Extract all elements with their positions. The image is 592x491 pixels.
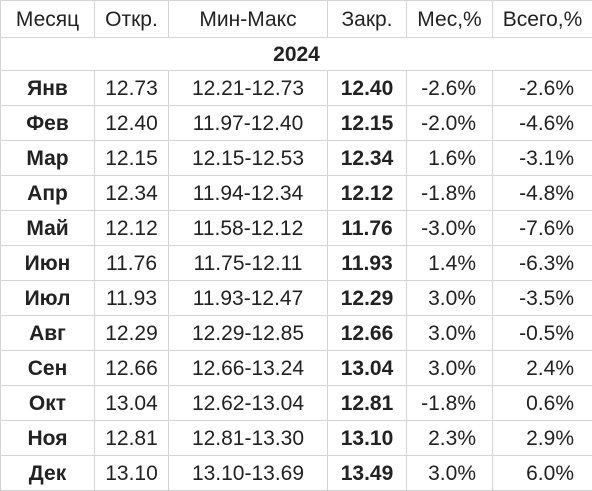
range-cell: 12.81-13.30 [169,421,328,456]
open-cell: 12.29 [95,316,169,351]
month-pct-cell: -1.8% [407,176,493,211]
total-pct-cell: 0.6% [493,386,592,421]
month-cell: Ноя [1,421,95,456]
month-cell: Сен [1,351,95,386]
month-cell: Мар [1,141,95,176]
month-cell: Фев [1,106,95,141]
range-cell: 11.94-12.34 [169,176,328,211]
month-cell: Июн [1,246,95,281]
total-pct-cell: 2.9% [493,421,592,456]
open-cell: 12.73 [95,71,169,106]
close-cell: 12.29 [328,281,407,316]
total-pct-cell: -2.6% [493,71,592,106]
month-cell: Дек [1,456,95,491]
month-pct-cell: 3.0% [407,281,493,316]
total-pct-cell: -6.3% [493,246,592,281]
close-cell: 11.76 [328,211,407,246]
month-pct-cell: -3.0% [407,211,493,246]
month-pct-cell: 2.3% [407,421,493,456]
open-cell: 13.10 [95,456,169,491]
open-cell: 12.40 [95,106,169,141]
range-cell: 11.93-12.47 [169,281,328,316]
close-cell: 12.12 [328,176,407,211]
month-cell: Май [1,211,95,246]
open-cell: 12.15 [95,141,169,176]
open-cell: 13.04 [95,386,169,421]
open-cell: 12.66 [95,351,169,386]
total-pct-cell: -4.6% [493,106,592,141]
table-header: Месяц Откр. Мин-Макс Закр. Мес,% Всего,% [1,1,592,38]
total-pct-cell: -3.1% [493,141,592,176]
range-cell: 13.10-13.69 [169,456,328,491]
month-cell: Июл [1,281,95,316]
range-cell: 11.97-12.40 [169,106,328,141]
month-pct-cell: -2.0% [407,106,493,141]
close-cell: 13.10 [328,421,407,456]
close-cell: 12.66 [328,316,407,351]
close-cell: 11.93 [328,246,407,281]
month-pct-cell: 1.4% [407,246,493,281]
header-month: Месяц [1,1,95,38]
close-cell: 12.81 [328,386,407,421]
month-pct-cell: 3.0% [407,456,493,491]
header-total-pct: Всего,% [493,1,592,38]
range-cell: 11.58-12.12 [169,211,328,246]
open-cell: 11.93 [95,281,169,316]
range-cell: 12.66-13.24 [169,351,328,386]
total-pct-cell: -7.6% [493,211,592,246]
open-cell: 12.12 [95,211,169,246]
year-label: 2024 [1,38,592,71]
month-cell: Окт [1,386,95,421]
close-cell: 13.49 [328,456,407,491]
header-row: Месяц Откр. Мин-Макс Закр. Мес,% Всего,% [1,1,592,38]
month-cell: Авг [1,316,95,351]
total-pct-cell: -0.5% [493,316,592,351]
total-pct-cell: -3.5% [493,281,592,316]
month-pct-cell: 3.0% [407,316,493,351]
range-cell: 12.62-13.04 [169,386,328,421]
close-cell: 13.04 [328,351,407,386]
header-open: Откр. [95,1,169,38]
header-month-pct: Мес,% [407,1,493,38]
year-row: 2024 [1,38,592,71]
open-cell: 12.81 [95,421,169,456]
close-cell: 12.40 [328,71,407,106]
open-cell: 12.34 [95,176,169,211]
range-cell: 11.75-12.11 [169,246,328,281]
close-cell: 12.34 [328,141,407,176]
open-cell: 11.76 [95,246,169,281]
month-pct-cell: -1.8% [407,386,493,421]
total-pct-cell: 2.4% [493,351,592,386]
month-pct-cell: -2.6% [407,71,493,106]
range-cell: 12.29-12.85 [169,316,328,351]
month-cell: Апр [1,176,95,211]
month-pct-cell: 3.0% [407,351,493,386]
total-pct-cell: 6.0% [493,456,592,491]
close-cell: 12.15 [328,106,407,141]
range-cell: 12.15-12.53 [169,141,328,176]
header-range: Мин-Макс [169,1,328,38]
month-pct-cell: 1.6% [407,141,493,176]
header-close: Закр. [328,1,407,38]
range-cell: 12.21-12.73 [169,71,328,106]
month-cell: Янв [1,71,95,106]
total-pct-cell: -4.8% [493,176,592,211]
